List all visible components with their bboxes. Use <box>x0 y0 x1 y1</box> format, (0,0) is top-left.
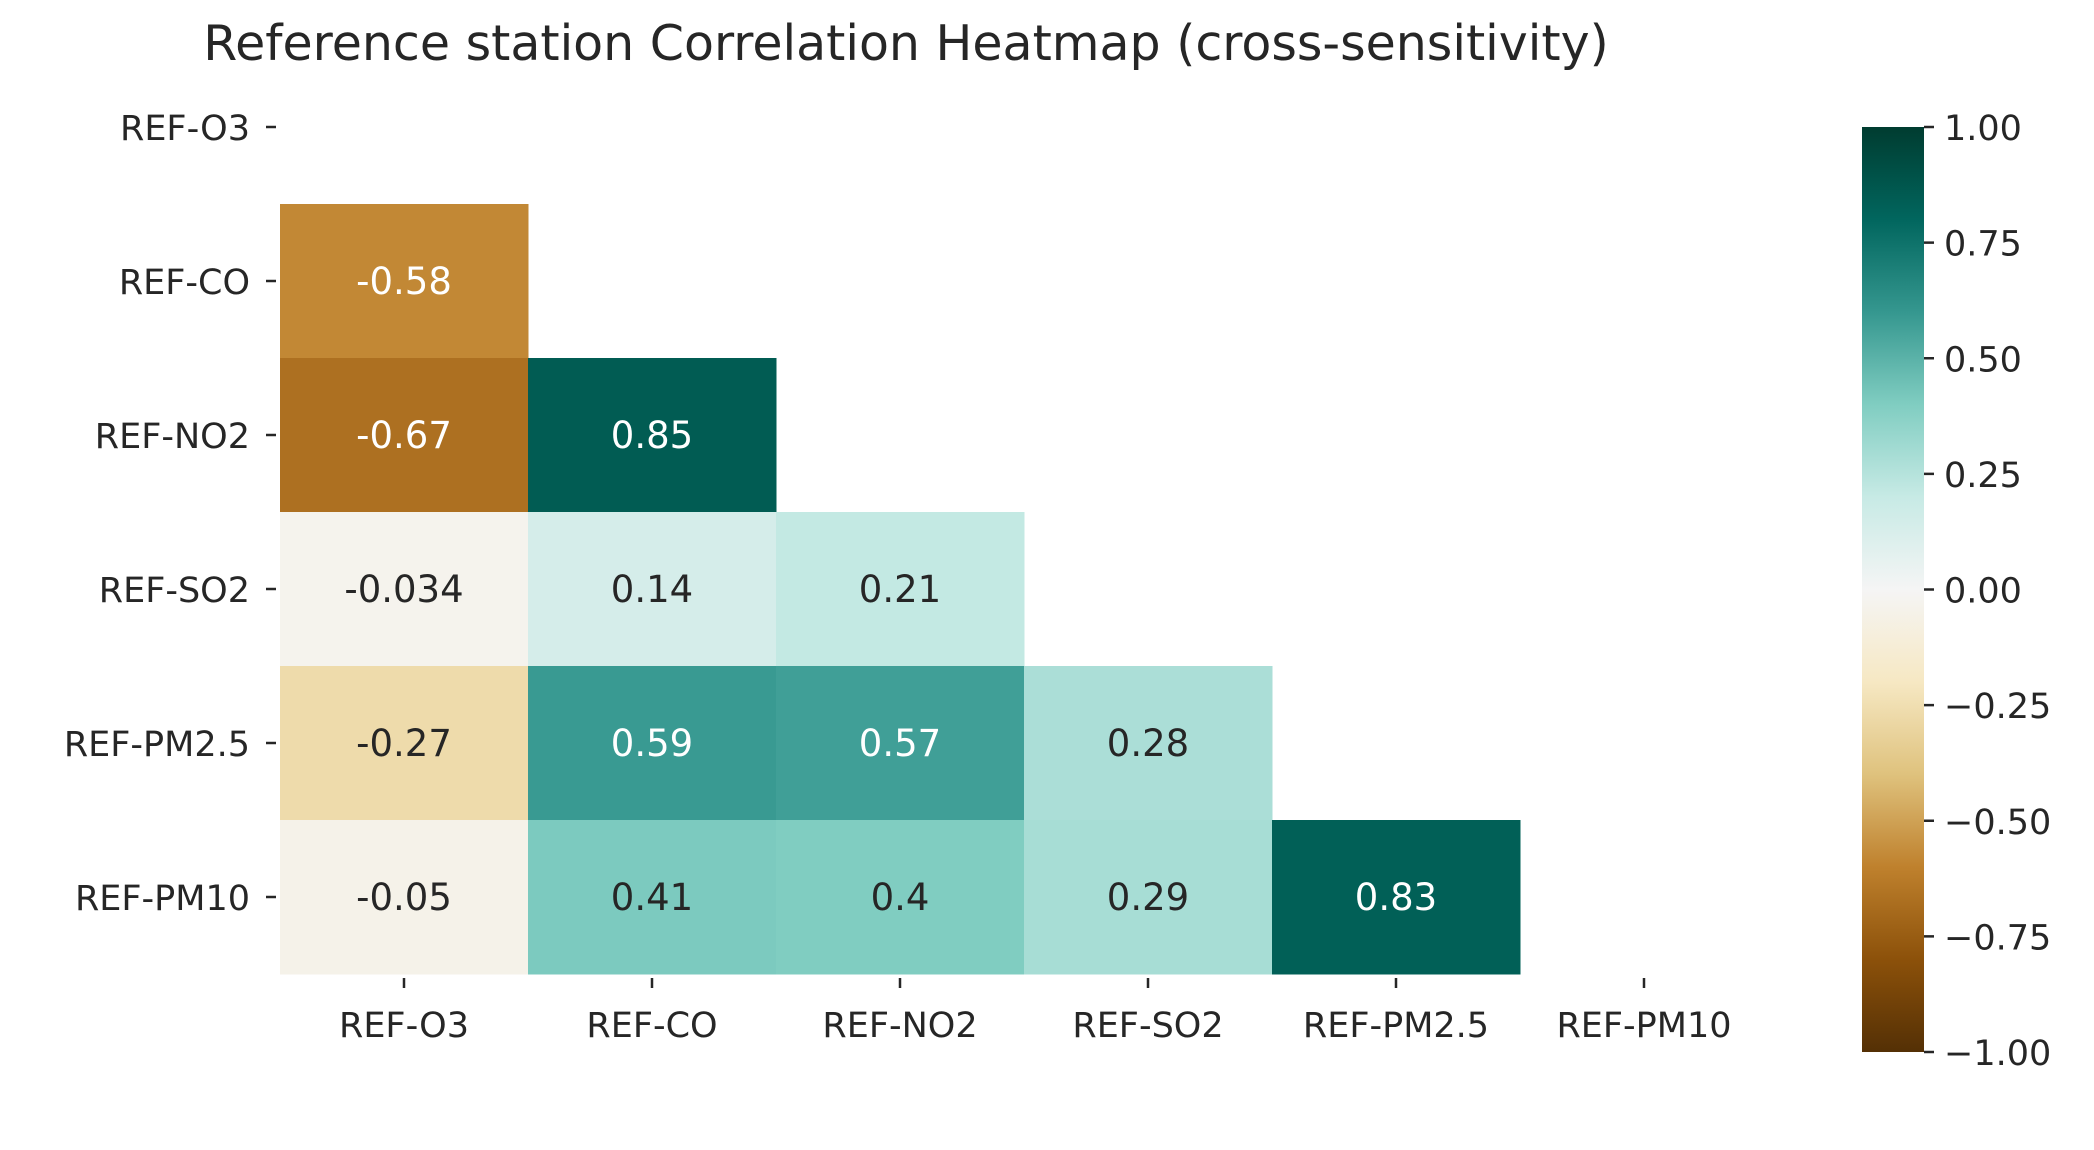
colorbar-tick-label: −0.25 <box>1944 687 2051 727</box>
cell-label-ref-pm2-5-ref-no2: 0.57 <box>859 722 941 765</box>
x-tick-label-ref-pm2-5: REF-PM2.5 <box>1303 1006 1489 1046</box>
colorbar-tick-label: −1.00 <box>1944 1034 2051 1074</box>
x-tick-label-ref-no2: REF-NO2 <box>822 1006 977 1046</box>
heatmap-cell-ref-pm10-ref-o3 <box>280 820 529 975</box>
colorbar: 1.00 0.75 0.50 0.25 0.00 −0.25 −0.50 −0.75 −1.00 <box>1862 109 2051 1074</box>
heatmap-cell-ref-pm10-ref-no2 <box>776 820 1025 975</box>
heatmap-cell-ref-pm2-5-ref-co <box>528 666 777 821</box>
cell-label-ref-pm10-ref-pm2-5: 0.83 <box>1355 876 1437 919</box>
colorbar-tick-label: 0.50 <box>1944 340 2022 380</box>
cell-label-ref-pm2-5-ref-o3: -0.27 <box>356 722 452 765</box>
heatmap-cell-ref-so2-ref-no2 <box>776 512 1025 667</box>
heatmap-cell-ref-so2-ref-co <box>528 512 777 667</box>
heatmap-cell-ref-pm2-5-ref-o3 <box>280 666 529 821</box>
heatmap-cell-ref-pm10-ref-co <box>528 820 777 975</box>
x-axis-labels: REF-O3 REF-CO REF-NO2 REF-SO2 REF-PM2.5 REF-P… <box>339 978 1732 1046</box>
colorbar-tick-label: −0.50 <box>1944 803 2051 843</box>
cell-label-ref-pm10-ref-no2: 0.4 <box>871 876 930 919</box>
colorbar-tick-label: 1.00 <box>1944 109 2022 149</box>
heatmap-cells: -0.58 -0.67 0.85 -0.034 0.14 0.21 -0.27 0.59 0.5… <box>280 204 1521 975</box>
x-tick-label-ref-pm10: REF-PM10 <box>1556 1006 1731 1046</box>
cell-label-ref-pm2-5-ref-so2: 0.28 <box>1107 722 1189 765</box>
cell-label-ref-pm10-ref-co: 0.41 <box>611 876 693 919</box>
cell-label-ref-no2-ref-co: 0.85 <box>611 414 693 457</box>
y-axis-labels: REF-O3 REF-CO REF-NO2 REF-SO2 REF-PM2.5 REF-P… <box>64 109 276 919</box>
heatmap-cell-ref-pm10-ref-pm2-5 <box>1272 820 1521 975</box>
heatmap-cell-ref-no2-ref-o3 <box>280 358 529 513</box>
y-tick-label-ref-o3: REF-O3 <box>120 109 250 149</box>
x-tick-label-ref-co: REF-CO <box>586 1006 717 1046</box>
y-tick-label-ref-pm2-5: REF-PM2.5 <box>64 725 250 765</box>
cell-label-ref-no2-ref-o3: -0.67 <box>356 414 452 457</box>
cell-label-ref-pm10-ref-so2: 0.29 <box>1107 876 1189 919</box>
x-tick-label-ref-o3: REF-O3 <box>339 1006 469 1046</box>
y-tick-label-ref-no2: REF-NO2 <box>95 417 250 457</box>
cell-label-ref-co-ref-o3: -0.58 <box>356 260 452 303</box>
cell-label-ref-so2-ref-no2: 0.21 <box>859 568 941 611</box>
cell-label-ref-so2-ref-co: 0.14 <box>611 568 693 611</box>
cell-label-ref-so2-ref-o3: -0.034 <box>344 568 463 611</box>
colorbar-tick-label: 0.25 <box>1944 456 2022 496</box>
y-tick-label-ref-co: REF-CO <box>119 263 250 303</box>
y-tick-label-ref-so2: REF-SO2 <box>99 571 250 611</box>
cell-label-ref-pm2-5-ref-co: 0.59 <box>611 722 693 765</box>
heatmap-cell-ref-pm10-ref-so2 <box>1024 820 1273 975</box>
chart-title: Reference station Correlation Heatmap (c… <box>203 15 1608 72</box>
heatmap-cell-ref-no2-ref-co <box>528 358 777 513</box>
colorbar-tick-label: 0.00 <box>1944 572 2022 612</box>
x-tick-label-ref-so2: REF-SO2 <box>1072 1006 1223 1046</box>
heatmap-cell-ref-co-ref-o3 <box>280 204 529 359</box>
colorbar-tick-label: 0.75 <box>1944 225 2022 265</box>
colorbar-tick-label: −0.75 <box>1944 918 2051 958</box>
heatmap-cell-ref-pm2-5-ref-so2 <box>1024 666 1273 821</box>
y-tick-label-ref-pm10: REF-PM10 <box>75 879 250 919</box>
heatmap-cell-ref-pm2-5-ref-no2 <box>776 666 1025 821</box>
colorbar-gradient <box>1862 127 1924 1052</box>
heatmap-cell-ref-so2-ref-o3 <box>280 512 529 667</box>
cell-label-ref-pm10-ref-o3: -0.05 <box>356 876 452 919</box>
